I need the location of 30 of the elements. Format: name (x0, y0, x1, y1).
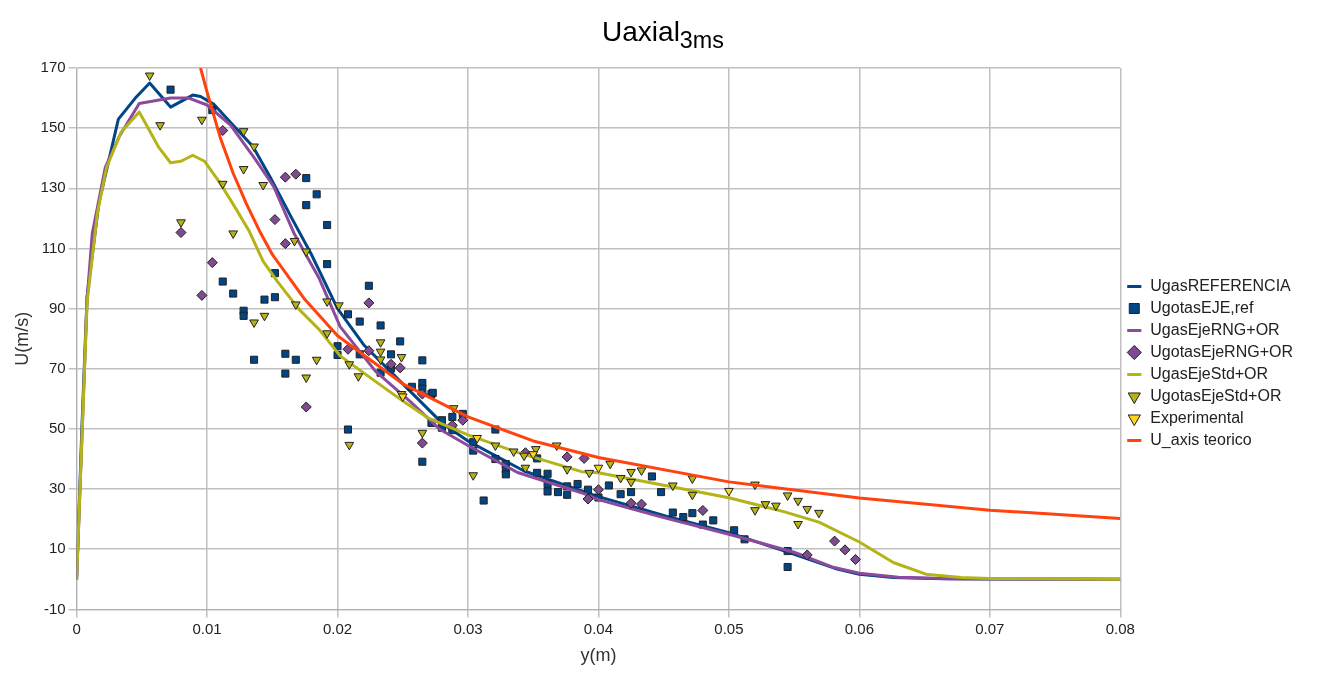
x-tick-label: 0 (72, 619, 81, 637)
legend-label: Experimental (1150, 408, 1244, 426)
x-tick-label: 0.01 (192, 619, 222, 637)
x-tick-label: 0.02 (322, 619, 353, 637)
x-tick-label: 0.06 (844, 619, 874, 637)
y-tick-label: 30 (48, 479, 66, 497)
legend-label: UgotasEjeStd+OR (1150, 386, 1282, 404)
legend-label: UgotasEjeRNG+OR (1150, 342, 1293, 360)
y-tick-label: 150 (40, 118, 66, 136)
y-tick-label: 170 (40, 58, 66, 76)
y-tick-label: 50 (48, 419, 66, 437)
y-tick-label: 110 (41, 238, 66, 256)
y-tick-label: 10 (48, 539, 66, 557)
x-tick-label: 0.05 (714, 619, 744, 637)
legend-label: UgasREFERENCIA (1150, 276, 1292, 294)
legend-label: UgotasEJE,ref (1150, 298, 1254, 316)
x-axis-title: y(m) (580, 645, 617, 666)
y-tick-label: 70 (48, 358, 66, 376)
x-tick-label: 0.04 (583, 619, 614, 637)
y-tick-label: -10 (43, 599, 66, 617)
legend-label: UgasEjeRNG+OR (1150, 320, 1280, 338)
y-tick-label: 130 (40, 178, 66, 196)
legend-label: U_axis teorico (1150, 430, 1252, 449)
y-axis-title: U(m/s) (11, 311, 32, 366)
x-tick-label: 0.03 (453, 619, 483, 637)
chart-title: Uaxial$_{3ms}$ (601, 15, 725, 55)
y-tick-label: 90 (48, 298, 66, 316)
legend-label: UgasEjeStd+OR (1150, 364, 1269, 382)
x-tick-label: 0.07 (975, 619, 1005, 637)
x-tick-label: 0.08 (1105, 619, 1135, 637)
